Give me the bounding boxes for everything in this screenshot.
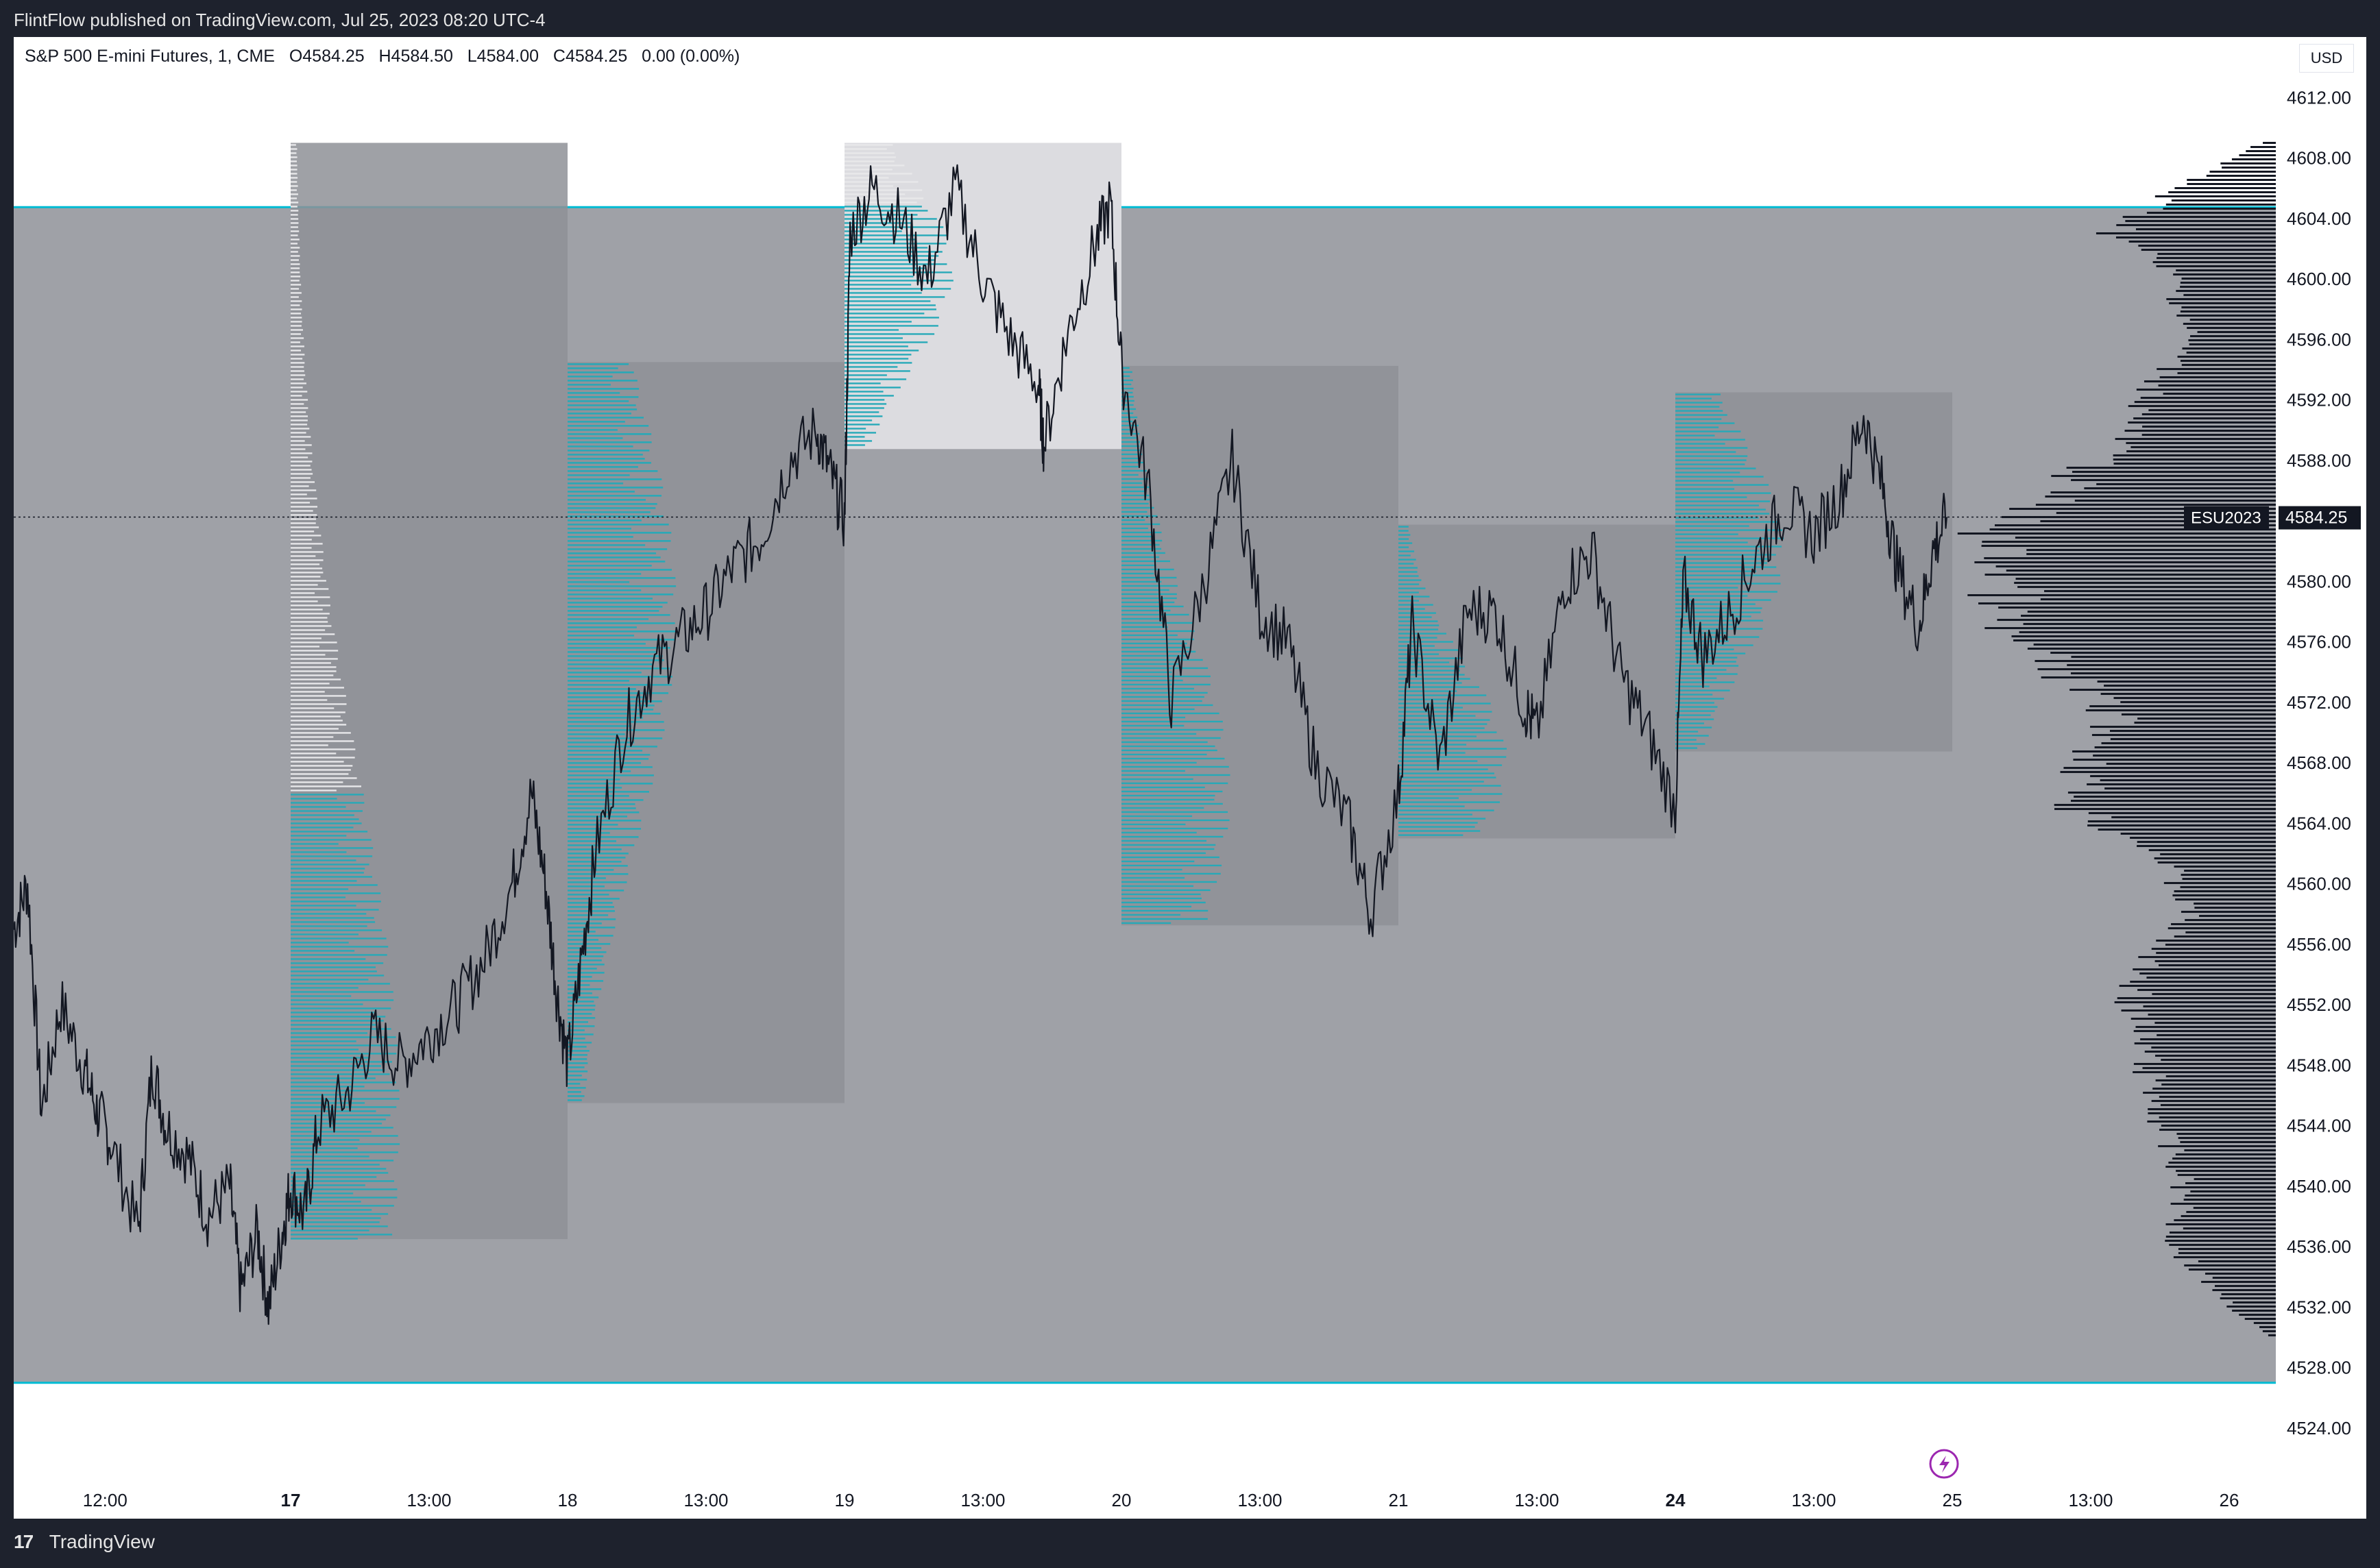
symbol-tag (2184, 506, 2269, 530)
session-box-1 (291, 143, 568, 1240)
x-tick-label: 17 (281, 1490, 301, 1510)
lightning-icon[interactable] (1929, 1449, 1959, 1479)
price-chart[interactable]: 4612.00 4608.00 4604.00 4600.00 4596.00 4592.… (12, 37, 2366, 1519)
y-tick-label: 4540.00 (2287, 1176, 2351, 1197)
x-tick-label: 13:00 (1791, 1490, 1836, 1510)
footer-brand: TradingView (49, 1531, 155, 1552)
x-tick-label: 26 (2220, 1490, 2239, 1510)
x-tick-label: 13:00 (960, 1490, 1005, 1510)
time-axis: 12:00 17 13:00 18 13:00 19 13:00 20 13:00 21 13:00… (83, 1490, 2239, 1510)
y-tick-label: 4548.00 (2287, 1055, 2351, 1075)
legend-change: 0.00 (0.00%) (642, 47, 740, 66)
last-price-tag (2279, 506, 2361, 530)
legend-close: C4584.25 (552, 47, 628, 66)
y-tick-label: 4604.00 (2287, 208, 2351, 229)
y-tick-label: 4588.00 (2287, 450, 2351, 471)
y-tick-label: 4552.00 (2287, 994, 2351, 1015)
legend-low: L4584.00 (467, 47, 539, 66)
price-axis (2276, 37, 2366, 1519)
x-tick-label: 18 (558, 1490, 578, 1510)
x-tick-label: 13:00 (1514, 1490, 1559, 1510)
session-box-3 (845, 143, 1121, 450)
x-tick-label: 13:00 (406, 1490, 451, 1510)
publish-info: FlintFlow published on TradingView.com, … (14, 10, 546, 30)
y-tick-label: 4556.00 (2287, 934, 2351, 955)
y-tick-label: 4592.00 (2287, 390, 2351, 411)
session-profile-2 (568, 363, 677, 1101)
legend-open: O4584.25 (289, 47, 365, 66)
x-tick-label: 13:00 (2068, 1490, 2113, 1510)
symbol-legend: S&P 500 E-mini Futures, 1, CME O4584.25 … (25, 47, 740, 66)
y-tick-label: 4544.00 (2287, 1116, 2351, 1136)
session-box-2 (568, 362, 845, 1103)
x-tick-label: 25 (1943, 1490, 1963, 1510)
y-tick-label: 4612.00 (2287, 87, 2351, 108)
symbol-tag-label: ESU2023 (2191, 509, 2261, 528)
session-box-5 (1398, 524, 1675, 839)
x-tick-label: 20 (1112, 1490, 1132, 1510)
y-tick-label: 4568.00 (2287, 752, 2351, 773)
session-profile-1 (291, 144, 400, 1240)
tradingview-logo: 17 TradingView (14, 1531, 155, 1553)
x-tick-label: 19 (835, 1490, 855, 1510)
tradingview-logo-icon: 17 (14, 1531, 34, 1552)
legend-high: H4584.50 (378, 47, 453, 66)
y-tick-label: 4576.00 (2287, 632, 2351, 652)
alert-bolt (1939, 1456, 1950, 1473)
y-tick-label: 4596.00 (2287, 329, 2351, 350)
x-tick-label: 13:00 (683, 1490, 728, 1510)
chart-area[interactable]: 4612.00 4608.00 4604.00 4600.00 4596.00 4592.… (12, 37, 2366, 1519)
last-price-label: 4584.25 (2285, 509, 2347, 528)
y-tick-label: 4536.00 (2287, 1236, 2351, 1257)
alert-ring (1929, 1449, 1959, 1479)
y-tick-label: 4608.00 (2287, 148, 2351, 169)
y-tick-label: 4564.00 (2287, 813, 2351, 833)
legend-symbol: S&P 500 E-mini Futures, 1, CME (25, 47, 275, 66)
session-profile-4 (1121, 367, 1230, 924)
y-tick-label: 4528.00 (2287, 1358, 2351, 1378)
x-tick-label: 12:00 (83, 1490, 127, 1510)
y-tick-label: 4580.00 (2287, 571, 2351, 591)
y-tick-label: 4600.00 (2287, 269, 2351, 289)
x-tick-label: 24 (1666, 1490, 1686, 1510)
x-tick-label: 13:00 (1237, 1490, 1282, 1510)
y-tick-label: 4524.00 (2287, 1418, 2351, 1438)
publish-bar: FlintFlow published on TradingView.com, … (0, 0, 2380, 37)
currency-button[interactable]: USD (2299, 44, 2354, 73)
x-tick-label: 21 (1389, 1490, 1409, 1510)
y-tick-label: 4560.00 (2287, 874, 2351, 894)
footer-bar: 17 TradingView (0, 1519, 2380, 1568)
y-tick-label: 4572.00 (2287, 692, 2351, 713)
y-tick-label: 4532.00 (2287, 1297, 2351, 1317)
price-line (12, 164, 1947, 1325)
